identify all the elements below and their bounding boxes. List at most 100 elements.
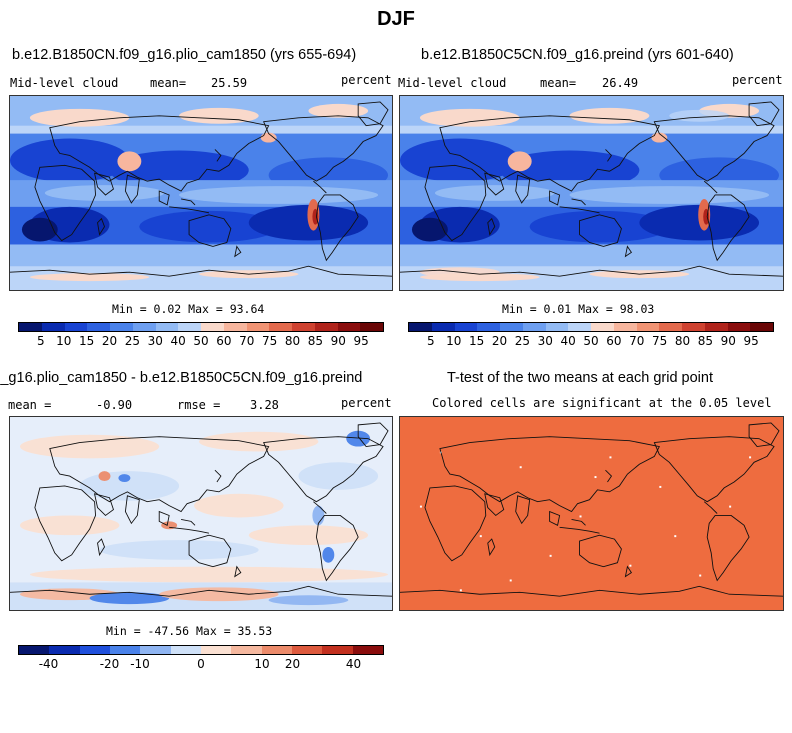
colorbar-swatch xyxy=(200,646,232,654)
panel3-map xyxy=(9,416,393,611)
colorbar-swatch xyxy=(19,323,42,331)
panel1-colorbar xyxy=(18,322,384,332)
colorbar-swatch xyxy=(246,323,270,331)
panel2-mean-value: 26.49 xyxy=(602,76,639,90)
colorbar-swatch xyxy=(292,323,315,331)
colorbar-tick-label: 30 xyxy=(537,334,553,348)
colorbar-swatch xyxy=(231,646,262,654)
colorbar-swatch xyxy=(682,323,705,331)
panel2-mean-label: mean= xyxy=(540,76,577,90)
colorbar-swatch xyxy=(109,646,141,654)
panel1-min-max: Min = 0.02 Max = 93.64 xyxy=(112,302,265,316)
panel3-mean-value: -0.90 xyxy=(96,398,133,412)
colorbar-tick-label: 40 xyxy=(345,657,362,671)
colorbar-swatch xyxy=(360,323,383,331)
colorbar-tick-label: 70 xyxy=(239,334,255,348)
panel4-ttest-title: T-test of the two means at each grid poi… xyxy=(447,370,713,386)
colorbar-swatch xyxy=(79,646,110,654)
colorbar-swatch xyxy=(41,323,65,331)
colorbar-swatch xyxy=(750,323,773,331)
colorbar-tick-label: 85 xyxy=(697,334,714,348)
panel1-mean-label: mean= xyxy=(150,76,187,90)
colorbar-tick-label: 95 xyxy=(743,334,759,348)
panel3-rmse-value: 3.28 xyxy=(250,398,279,412)
colorbar-swatch xyxy=(201,323,224,331)
colorbar-swatch xyxy=(132,323,156,331)
colorbar-tick-label: 15 xyxy=(78,334,95,348)
colorbar-tick-label: 5 xyxy=(427,334,435,348)
colorbar-swatch xyxy=(223,323,247,331)
panel3-units-label: percent xyxy=(341,396,392,410)
colorbar-tick-label: 95 xyxy=(353,334,369,348)
panel1-colorbar-labels: 5 10 15 20 25 30 40 50 60 70 75 80 85 90 95 xyxy=(18,334,384,348)
colorbar-swatch xyxy=(704,323,728,331)
colorbar-swatch xyxy=(500,323,523,331)
colorbar-swatch xyxy=(261,646,292,654)
colorbar-tick-label: 20 xyxy=(101,334,118,348)
colorbar-tick-label: 50 xyxy=(583,334,599,348)
colorbar-tick-label: 25 xyxy=(124,334,141,348)
colorbar-tick-label: -10 xyxy=(130,657,150,671)
colorbar-tick-label: -40 xyxy=(38,657,59,671)
panel2-variable-label: Mid-level cloud xyxy=(398,76,507,90)
panel1-variable-label: Mid-level cloud xyxy=(10,76,119,90)
colorbar-tick-label: 10 xyxy=(254,657,270,671)
colorbar-swatch xyxy=(322,646,353,654)
colorbar-tick-label: 5 xyxy=(37,334,45,348)
panel2-colorbar xyxy=(408,322,774,332)
colorbar-tick-label: 20 xyxy=(491,334,508,348)
colorbar-tick-label: 85 xyxy=(307,334,324,348)
colorbar-swatch xyxy=(454,323,478,331)
panel1-map xyxy=(9,95,393,291)
colorbar-swatch xyxy=(269,323,292,331)
panel3-min-max: Min = -47.56 Max = 35.53 xyxy=(106,624,273,638)
panel4-map xyxy=(399,416,784,611)
colorbar-swatch xyxy=(568,323,591,331)
colorbar-swatch xyxy=(155,323,179,331)
colorbar-swatch xyxy=(170,646,201,654)
colorbar-tick-label: 40 xyxy=(560,334,576,348)
colorbar-swatch xyxy=(522,323,546,331)
colorbar-swatch xyxy=(636,323,660,331)
colorbar-swatch xyxy=(613,323,637,331)
colorbar-swatch xyxy=(659,323,682,331)
colorbar-tick-label: 75 xyxy=(651,334,668,348)
colorbar-tick-label: 80 xyxy=(284,334,301,348)
colorbar-swatch xyxy=(64,323,88,331)
colorbar-swatch xyxy=(727,323,751,331)
colorbar-tick-label: 25 xyxy=(514,334,531,348)
colorbar-tick-label: -20 xyxy=(99,657,120,671)
colorbar-tick-label: 50 xyxy=(193,334,209,348)
panel3-colorbar xyxy=(18,645,384,655)
colorbar-swatch xyxy=(87,323,110,331)
panel3-colorbar-labels: -40 -20 -10 0 10 20 40 xyxy=(18,657,384,671)
colorbar-swatch xyxy=(409,323,432,331)
colorbar-tick-label: 60 xyxy=(606,334,622,348)
panel2-units-label: percent xyxy=(732,73,783,87)
colorbar-tick-label: 70 xyxy=(629,334,645,348)
colorbar-tick-label: 10 xyxy=(446,334,462,348)
colorbar-tick-label: 30 xyxy=(147,334,163,348)
colorbar-swatch xyxy=(49,646,80,654)
colorbar-swatch xyxy=(178,323,201,331)
panel3-rmse-label: rmse = xyxy=(177,398,221,412)
colorbar-swatch xyxy=(431,323,455,331)
colorbar-tick-label: 20 xyxy=(284,657,301,671)
significance-field xyxy=(400,417,783,610)
panel4-subtitle: Colored cells are significant at the 0.0… xyxy=(432,396,772,410)
colorbar-tick-label: 60 xyxy=(216,334,232,348)
panel2-case-title: b.e12.B1850C5CN.f09_g16.preind (yrs 601-… xyxy=(421,47,734,63)
colorbar-swatch xyxy=(19,646,50,654)
panel2-min-max: Min = 0.01 Max = 98.03 xyxy=(502,302,655,316)
colorbar-swatch xyxy=(477,323,500,331)
colorbar-swatch xyxy=(291,646,323,654)
panel3-diff-title: b.e12.B1850CN.f09_g16.plio_cam1850 - b.e… xyxy=(0,370,363,386)
colorbar-swatch xyxy=(140,646,171,654)
colorbar-tick-label: 0 xyxy=(197,657,205,671)
colorbar-swatch xyxy=(591,323,614,331)
colorbar-tick-label: 15 xyxy=(468,334,485,348)
panel3-title-clip: b.e12.B1850CN.f09_g16.plio_cam1850 - b.e… xyxy=(0,368,470,388)
panel2-map xyxy=(399,95,784,291)
colorbar-tick-label: 10 xyxy=(56,334,72,348)
panel1-mean-value: 25.59 xyxy=(211,76,248,90)
